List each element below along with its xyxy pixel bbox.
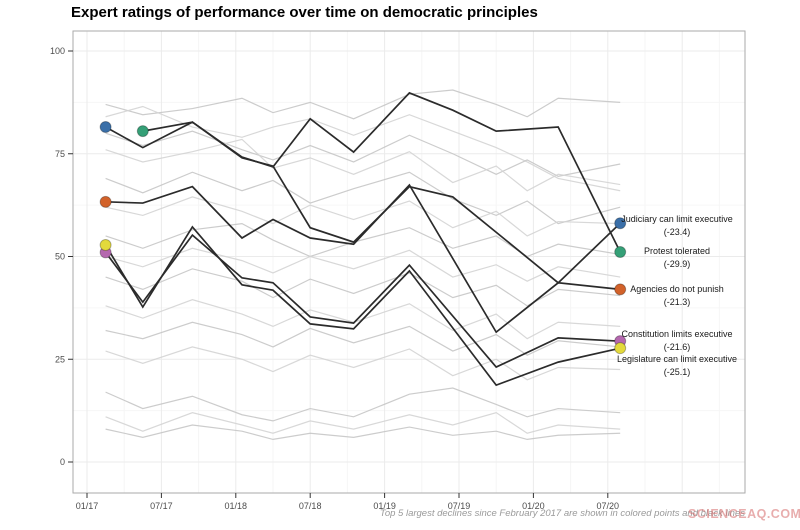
- background-series-line: [105, 105, 621, 192]
- background-series-line: [105, 412, 621, 434]
- y-axis-label: 50: [55, 252, 65, 262]
- series-annotation-name: Protest tolerated: [644, 246, 710, 256]
- series-annotation-decline: (-21.3): [664, 297, 691, 307]
- startpoint-protest-tolerated: [136, 125, 149, 138]
- background-series-line: [105, 346, 621, 381]
- x-axis-label: 07/19: [448, 501, 471, 511]
- series-line-protest-tolerated: [142, 91, 621, 253]
- x-axis-label: 07/17: [150, 501, 173, 511]
- series-annotation-decline: (-23.4): [664, 227, 691, 237]
- series-line-agencies-do-not-punish: [105, 183, 621, 334]
- series-annotation-decline: (-25.1): [664, 367, 691, 377]
- series-annotation-name: Legislature can limit executive: [617, 354, 737, 364]
- background-series-line: [105, 171, 621, 225]
- x-axis-label: 01/19: [373, 501, 396, 511]
- startpoint-legislature-can-limit-executive: [99, 238, 112, 251]
- background-series-line: [105, 321, 621, 356]
- x-axis-label: 01/17: [76, 501, 99, 511]
- series-annotation-name: Constitution limits executive: [621, 329, 732, 339]
- y-axis-label: 100: [50, 46, 65, 56]
- x-axis-label: 01/20: [522, 501, 545, 511]
- watermark: SCIENCEAQ.COM: [688, 507, 800, 521]
- series-annotation-decline: (-21.6): [664, 342, 691, 352]
- background-series-line: [105, 247, 621, 282]
- chart-caption: Top 5 largest declines since February 20…: [379, 508, 745, 519]
- plot-panel: [73, 31, 745, 493]
- endpoint-protest-tolerated: [614, 245, 627, 258]
- chart-title: Expert ratings of performance over time …: [71, 4, 538, 21]
- background-series-line: [105, 424, 621, 441]
- series-annotation-name: Judiciary can limit executive: [621, 214, 733, 224]
- series-line-legislature-can-limit-executive: [104, 225, 621, 387]
- y-axis-label: 25: [55, 354, 65, 364]
- y-axis-label: 75: [55, 149, 65, 159]
- series-line-constitution-limits-executive: [104, 233, 621, 369]
- y-axis-label: 0: [60, 457, 65, 467]
- background-series-line: [105, 130, 621, 177]
- startpoint-judiciary-can-limit-executive: [99, 121, 112, 134]
- endpoint-judiciary-can-limit-executive: [614, 217, 627, 230]
- background-series-line: [105, 138, 621, 192]
- x-axis-label: 01/18: [225, 501, 248, 511]
- endpoint-legislature-can-limit-executive: [614, 342, 627, 355]
- background-series-line: [105, 196, 621, 237]
- x-axis-label: 07/18: [299, 501, 322, 511]
- series-annotation-decline: (-29.9): [664, 259, 691, 269]
- series-annotation-name: Agencies do not punish: [630, 284, 724, 294]
- background-series-line: [105, 387, 621, 422]
- series-line-judiciary-can-limit-executive: [105, 121, 621, 284]
- endpoint-agencies-do-not-punish: [614, 283, 627, 296]
- startpoint-agencies-do-not-punish: [99, 195, 112, 208]
- panel-border: [72, 30, 746, 494]
- background-series-line: [105, 268, 621, 307]
- background-series-line: [105, 89, 621, 120]
- x-axis-label: 07/20: [597, 501, 620, 511]
